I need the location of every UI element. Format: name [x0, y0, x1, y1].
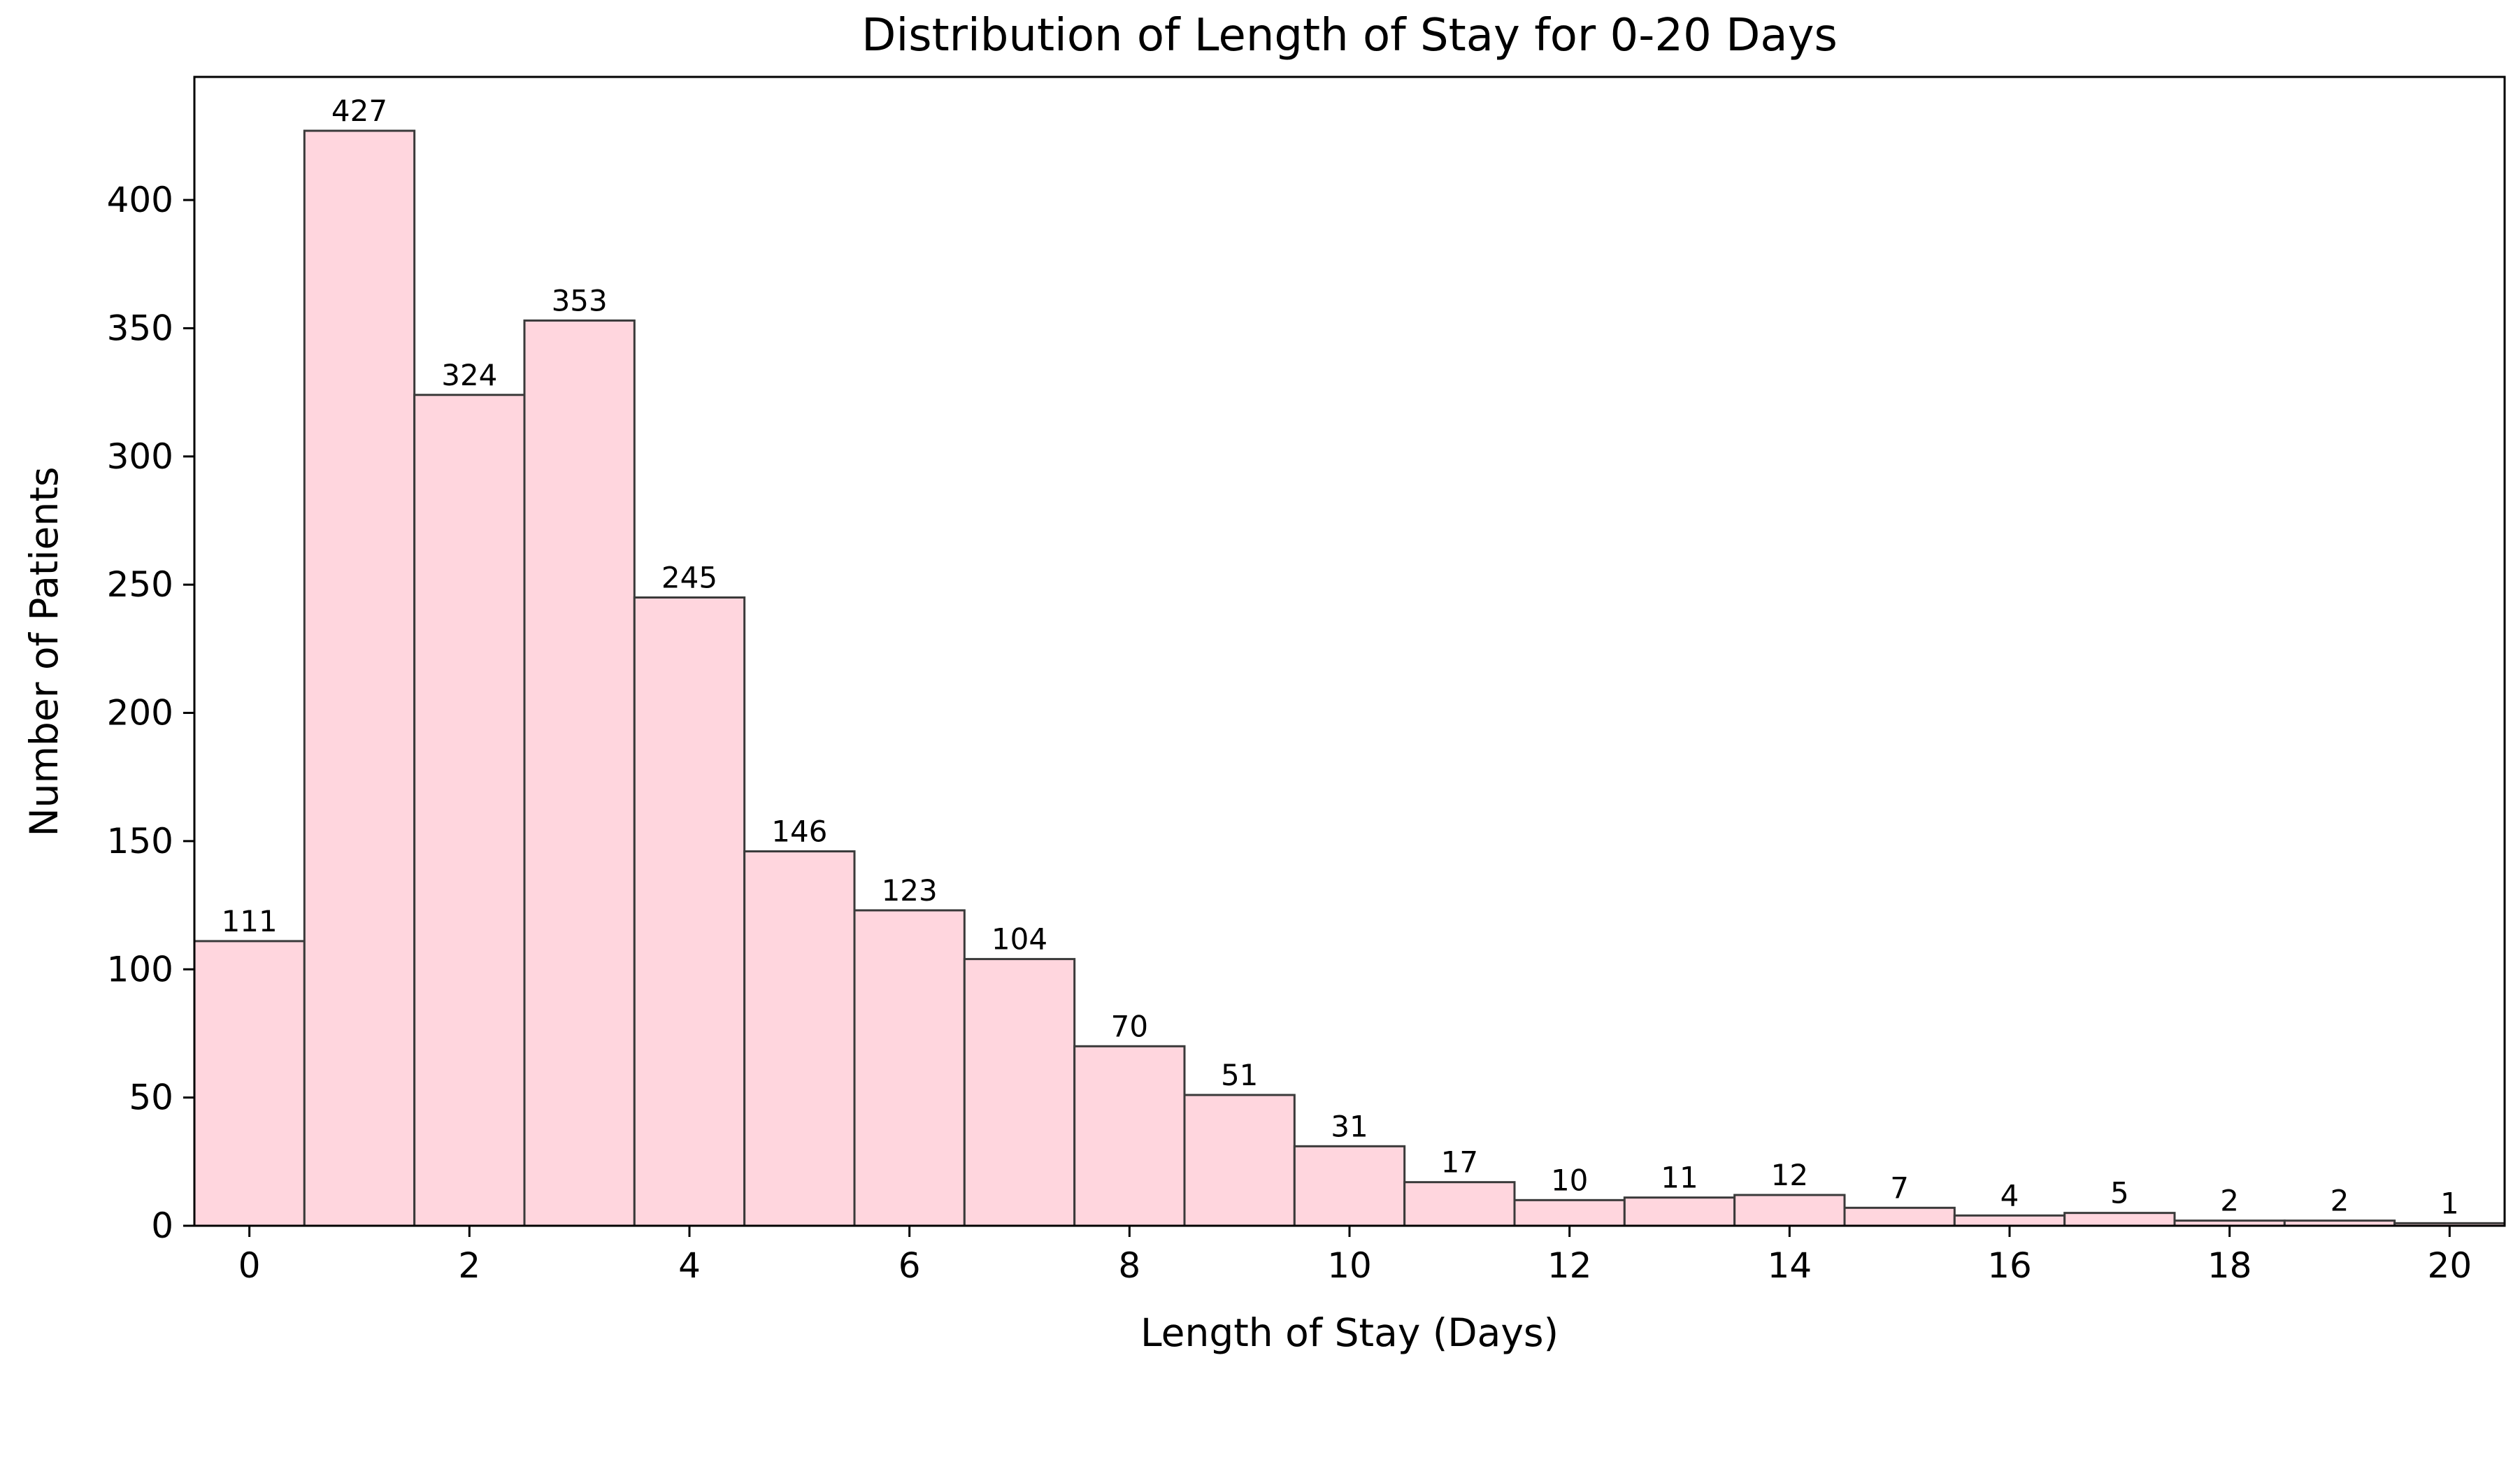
bar-day-5: [743, 850, 856, 1227]
y-tick-label-300: 300: [107, 436, 173, 477]
y-tick-label-200: 200: [107, 693, 173, 733]
y-axis-label: Number of Patients: [22, 466, 66, 836]
x-tick-label-6: 6: [899, 1245, 921, 1286]
x-tick-label-4: 4: [678, 1245, 701, 1286]
bar-value-label-day-0: 111: [222, 904, 278, 938]
bar-value-label-day-18: 2: [2220, 1184, 2239, 1218]
bar-value-label-day-14: 12: [1771, 1158, 1808, 1192]
y-tick-label-150: 150: [107, 821, 173, 861]
bar-day-2: [413, 394, 526, 1227]
y-axis-ticks: 0 50 100 150 200 250 300 350 400: [107, 180, 194, 1246]
y-tick-label-100: 100: [107, 949, 173, 989]
bar-value-label-day-19: 2: [2331, 1184, 2349, 1218]
bar-value-label-day-4: 245: [661, 560, 717, 594]
bar-day-12: [1513, 1198, 1626, 1227]
y-tick-label-50: 50: [129, 1078, 173, 1118]
y-tick-label-400: 400: [107, 180, 173, 220]
x-tick-label-16: 16: [1987, 1245, 2032, 1286]
x-tick-label-20: 20: [2428, 1245, 2472, 1286]
bar-value-label-day-5: 146: [771, 815, 827, 849]
bar-day-9: [1183, 1094, 1296, 1227]
bar-value-label-day-12: 10: [1551, 1163, 1588, 1197]
x-tick-label-18: 18: [2207, 1245, 2252, 1286]
bar-day-16: [1953, 1214, 2066, 1227]
bar-day-17: [2063, 1212, 2176, 1227]
bar-value-label-day-8: 70: [1111, 1009, 1148, 1043]
bars-group: [193, 129, 2506, 1227]
bar-value-label-day-13: 11: [1661, 1161, 1698, 1195]
bar-value-label-day-15: 7: [1890, 1171, 1909, 1205]
x-axis-label: Length of Stay (Days): [1140, 1310, 1559, 1355]
y-tick-label-350: 350: [107, 308, 173, 348]
bar-day-4: [633, 596, 746, 1227]
chart-title: Distribution of Length of Stay for 0-20 …: [861, 10, 1838, 62]
bar-day-6: [853, 909, 966, 1227]
bar-day-1: [303, 129, 416, 1227]
bar-day-10: [1293, 1145, 1406, 1227]
y-tick-label-0: 0: [151, 1205, 173, 1246]
bar-day-11: [1403, 1181, 1516, 1227]
bar-value-label-day-6: 123: [882, 873, 938, 908]
x-axis-ticks: 0 2 4 6 8 10 12 14 16 18 20: [238, 1226, 2472, 1286]
x-tick-label-0: 0: [238, 1245, 261, 1286]
bar-day-3: [523, 319, 636, 1227]
x-tick-label-10: 10: [1327, 1245, 1372, 1286]
x-tick-label-8: 8: [1118, 1245, 1140, 1286]
bar-day-13: [1623, 1196, 1736, 1227]
bar-day-0: [193, 940, 306, 1227]
bar-value-label-day-10: 31: [1331, 1109, 1368, 1143]
bar-value-label-day-17: 5: [2110, 1176, 2129, 1210]
bar-value-label-day-3: 353: [552, 283, 608, 317]
bar-value-label-day-7: 104: [991, 922, 1047, 957]
bar-value-label-day-20: 1: [2440, 1186, 2459, 1220]
bar-day-7: [963, 958, 1076, 1227]
bar-value-label-day-11: 17: [1441, 1145, 1478, 1180]
x-tick-label-12: 12: [1547, 1245, 1592, 1286]
bar-value-label-day-2: 324: [441, 358, 497, 392]
bar-day-8: [1073, 1045, 1186, 1227]
x-tick-label-14: 14: [1768, 1245, 1812, 1286]
y-tick-label-250: 250: [107, 564, 173, 605]
bar-day-14: [1733, 1194, 1846, 1227]
bar-value-label-day-16: 4: [2000, 1178, 2019, 1212]
bar-value-label-day-9: 51: [1221, 1058, 1258, 1092]
bar-day-15: [1843, 1206, 1956, 1227]
bar-value-label-day-1: 427: [331, 94, 387, 128]
x-tick-label-2: 2: [458, 1245, 480, 1286]
